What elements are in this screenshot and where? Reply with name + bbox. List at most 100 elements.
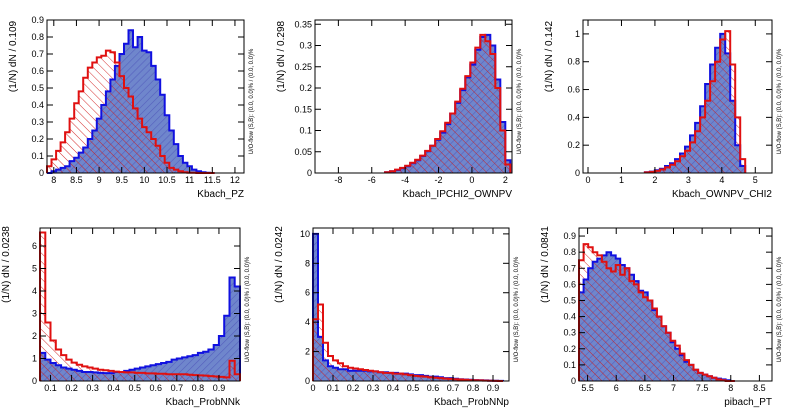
y-tick-label: 0.1 [31,151,44,161]
y-tick-label: 2 [305,347,310,357]
signal-histogram-line [312,232,504,382]
x-tick-label: 0.7 [171,383,184,393]
background-histogram-line [39,231,241,381]
x-tick-label: 0.1 [44,383,57,393]
signal-histogram-line [39,276,241,381]
y-tick-label: 0 [32,376,37,386]
y-tick-label: 1 [32,354,37,364]
x-tick-label: 0.9 [487,383,500,393]
y-tick-label: 8 [305,258,310,268]
x-tick-label: 11 [185,175,194,185]
y-tick-label: 0 [305,376,310,386]
y-tick-label: 0.6 [563,279,576,289]
x-tick-label: 0.4 [107,383,120,393]
plot-frame [46,19,245,174]
y-tick-label: 0.6 [567,85,580,95]
background-histogram-line [578,243,735,382]
plot-frame [312,227,510,382]
x-tick-label: 5 [753,175,758,185]
y-tick-label: 0 [571,376,576,386]
chart-panel-6: 5.5 6 6.5 7 7.5 8 8.5 0 0.1 0.2 0.3 0.4 0.5 0.6 0.7 0.8… [540,226,783,408]
x-tick-label: 9 [97,175,102,185]
x-tick-label: 0.6 [427,383,440,393]
y-tick-label: 10 [300,229,310,239]
y-tick-label: 0.1 [299,126,312,136]
x-tick-label: 2 [652,175,657,185]
background-histogram-line [643,30,747,174]
x-tick-label: 12 [230,175,240,185]
x-tick-label: 0.8 [192,383,205,393]
x-tick-label: 0.2 [65,383,78,393]
signal-histogram-line [47,29,215,174]
y-tick-label: 0 [307,168,312,178]
x-tick-label: 11.5 [204,175,221,185]
y-axis-title: (1/N) dN / 0.109 [8,20,19,92]
x-tick-label: 0.3 [367,383,380,393]
y-tick-label: 0.5 [563,295,576,305]
x-tick-label: 8.5 [70,175,83,185]
y-tick-label: 0.8 [31,32,44,42]
x-tick-label: 0.7 [447,383,460,393]
y-tick-label: 0.2 [567,140,580,150]
y-axis-title: (1/N) dN / 0.0841 [540,226,551,303]
chart-panel-4: 0.1 0.2 0.3 0.4 0.5 0.6 0.7 0.8 0.9 0 1 2 3 4 5 6 Kbach_… [1,226,251,408]
y-tick-label: 0.3 [31,117,44,127]
x-tick-label: 0 [469,175,474,185]
chart-panel-2: -8 -6 -4 -2 0 2 0 0.05 0.1 0.15 0.2 0.25 0.3 0.35 Kbac… [276,19,523,200]
x-tick-label: -8 [334,175,342,185]
background-histogram-hatch [47,50,215,173]
x-tick-label: 4 [719,175,724,185]
x-tick-label: 0 [310,383,315,393]
y-tick-label: 0.8 [567,57,580,67]
y-tick-label: 0.9 [563,231,576,241]
x-tick-label: 0.6 [150,383,163,393]
plot-frame [314,19,513,174]
x-axis-title: Kbach_PZ [197,189,244,200]
y-tick-label: 3 [32,309,37,319]
plot-frame [582,19,773,174]
plot-frame [578,227,773,382]
x-tick-label: 5.5 [581,383,594,393]
y-tick-label: 6 [305,288,310,298]
overflow-label: U/O-flow (S,B): (0.0, 0.0)% / (0.0, 0.0)… [517,48,523,154]
y-tick-label: 0.6 [31,66,44,76]
x-tick-label: 8.5 [753,383,766,393]
y-tick-label: 1 [575,29,580,39]
x-tick-label: 0.8 [467,383,480,393]
x-tick-label: 6.5 [639,383,652,393]
y-tick-label: 4 [305,317,310,327]
background-histogram-line [312,303,503,382]
x-tick-label: 0 [586,175,591,185]
x-tick-label: 2 [503,175,508,185]
signal-histogram-hatch [313,233,503,381]
x-tick-label: 0.4 [387,383,400,393]
x-axis-title: Kbach_ProbNNp [434,397,509,408]
x-tick-label: 0.1 [327,383,340,393]
x-axis-title: pibach_PT [724,397,772,408]
x-tick-label: 3 [686,175,691,185]
x-tick-label: 10.5 [158,175,176,185]
y-tick-label: 0.35 [294,19,312,29]
x-tick-label: 8 [728,383,733,393]
y-tick-label: 0.2 [563,344,576,354]
background-histogram-hatch [313,304,503,381]
y-tick-label: 0.7 [31,49,44,59]
x-tick-label: 0.3 [86,383,99,393]
x-tick-label: 8 [51,175,56,185]
chart-panel-5: 0 0.1 0.2 0.3 0.4 0.5 0.6 0.7 0.8 0.9 0 2 4 6 8 10 Kbach… [274,226,520,408]
x-tick-label: 0.9 [213,383,226,393]
overflow-label: U/O-flow (S,B): (0.0, 0.0)% / (0.0, 0.0)… [514,256,520,362]
background-histogram-hatch [644,31,746,173]
x-tick-label: 0.5 [128,383,141,393]
x-tick-label: -2 [435,175,443,185]
x-tick-label: 7.5 [696,383,709,393]
chart-panel-3: 0 1 2 3 4 5 0 0.2 0.4 0.6 0.8 1 Kbach_OWNPV_CHI2 (1/N… [544,19,783,200]
x-tick-label: 9.5 [115,175,128,185]
y-tick-label: 6 [32,241,37,251]
x-tick-label: 0.2 [347,383,360,393]
y-tick-label: 0.7 [563,263,576,273]
x-tick-label: 0.5 [407,383,420,393]
x-axis-title: Kbach_ProbNNk [166,397,241,408]
x-tick-label: 6 [614,383,619,393]
